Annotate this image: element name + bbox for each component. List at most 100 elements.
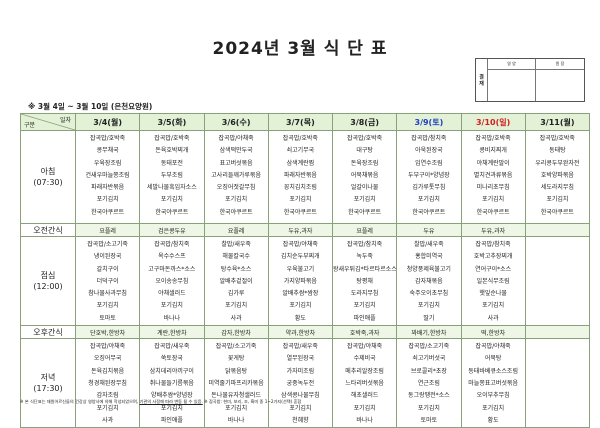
- menu-cell: 잡곡밥/호박죽 콩비지찌개 야채계란말이 멸치견과류볶음 미나리초무침 포기김치 한국야쿠르…: [460, 130, 526, 224]
- snack-cell: 계란,한방차: [139, 325, 205, 340]
- menu-item: 더덕구이: [96, 277, 119, 285]
- menu-item: 숙주오이초무침: [409, 290, 449, 298]
- menu-item: [526, 353, 589, 365]
- menu-item: 취나물들기름볶음: [149, 379, 194, 387]
- menu-cell: 잡곡밥/참치죽 아욱된장국 임연수조림 두부구이*양념장 김가루톳무침 포기김치 한국야쿠르…: [396, 130, 462, 224]
- menu-item: 햇잎순나물: [479, 290, 507, 298]
- menu-item: 잡곡밥/야채죽: [475, 343, 511, 351]
- menu-item: 멸치견과류볶음: [473, 171, 513, 179]
- menu-cell: 잡곡밥/참치죽 녹두죽 왕새우튀김*타르타르소스 탕평채 도라지무침 포기김치 파인애플: [331, 235, 398, 327]
- menu-item: 수제비국: [353, 355, 376, 363]
- approval-sign-1: [488, 70, 536, 101]
- menu-item: 잡곡밥/참치죽: [411, 135, 447, 142]
- menu-item: 잡곡밥/호박죽: [90, 135, 126, 142]
- menu-item: 사과: [230, 314, 242, 322]
- menu-item: 잡곡밥/참치죽: [475, 241, 511, 248]
- meal-row-meal: 저녁 (17:30) 잡곡밥/야채죽 오징어무국 돈육김치볶음 청경채된장무침 감자조림 포기…: [20, 338, 591, 428]
- menu-item: [526, 403, 589, 415]
- menu-item: 포기김치: [417, 302, 440, 310]
- menu-item: 양배추쌈*양념장: [151, 392, 193, 400]
- menu-cell: 잡곡밥/야채죽 어묵탕 동태바베큐소스조림 마늘쫑표고버섯볶음 오이부추무침 포기김치 황도: [460, 338, 526, 428]
- menu-cell: 찰밥/새우죽 홍합미역국 청양풍제육불고기 감자채볶음 숙주오이초무침 포기김치 딸기: [396, 235, 462, 327]
- menu-item: [526, 251, 589, 263]
- menu-item: 돈육장조림: [350, 159, 379, 167]
- menu-item: 포기김치: [289, 196, 312, 204]
- footer-note-1: ※ 본 식단표는 재원어르신들의 건강상 영양사에 의해 작성되었으며,: [20, 399, 140, 404]
- menu-item: 청양풍제육불고기: [406, 265, 451, 273]
- menu-item: 야채샐러드: [158, 290, 186, 298]
- menu-item: 오징어무국: [93, 355, 122, 363]
- meal-label: 아침 (07:30): [20, 130, 76, 224]
- menu-item: 잡곡밥/호박죽: [282, 135, 318, 142]
- menu-item: 어묵채볶음: [350, 171, 379, 179]
- menu-item: [526, 390, 589, 402]
- menu-item: 잡곡밥/소고기죽: [87, 241, 128, 248]
- day-header: 3/8(금): [331, 113, 398, 131]
- snack-cell: [524, 223, 591, 237]
- menu-item: 한국야쿠르트: [412, 208, 446, 216]
- menu-item: 딸기: [423, 314, 435, 322]
- day-header: 3/9(토): [396, 113, 462, 131]
- menu-item: 잡곡밥/야채죽: [218, 135, 254, 142]
- menu-cell: 잡곡밥/호박죽 대구탕 돈육장조림 어묵채볶음 얼갈이나물 포기김치 한국야쿠르트: [331, 130, 398, 224]
- menu-cell: 잡곡밥/호박죽 돈육호박찌개 동태포전 두부조림 세발나물흑임자소스 포기김치 한국야쿠르트: [139, 130, 205, 224]
- approval-col-2: 원 장: [536, 59, 584, 70]
- menu-item: 오이부추무침: [476, 392, 510, 400]
- menu-item: 아욱된장국: [415, 147, 443, 155]
- menu-item: 참나물사과무침: [88, 290, 127, 298]
- menu-item: 탕평채: [356, 277, 373, 285]
- menu-item: 잡곡밥/호박죽: [347, 135, 383, 142]
- snack-cell: 감자,한방차: [203, 325, 269, 340]
- meal-time: (12:00): [33, 282, 63, 292]
- menu-item: 닭볶음탕: [225, 367, 248, 375]
- menu-item: 표고버섯볶음: [219, 159, 253, 167]
- menu-item: 어묵탕: [484, 355, 502, 363]
- menu-item: 대구탕: [356, 147, 373, 155]
- menu-item: 잡곡밥/소고기죽: [408, 343, 450, 351]
- menu-item: 포기김치: [482, 196, 505, 204]
- menu-item: 가자미조림: [286, 367, 315, 375]
- menu-cell: 잡곡밥/소고기죽 꽃게탕 닭볶음탕 미역줄기파프리카볶음 돈나물유자청샐러드 포기김치 바나…: [203, 338, 269, 428]
- menu-item: 알배추겉절이: [219, 277, 253, 285]
- menu-item: 사과: [102, 416, 114, 424]
- menu-cell: 잡곡밥/야채죽 김치순두부찌개 우육불고기 가지양파볶음 알배추쌈*쌈장 포기김치 황도: [267, 235, 334, 327]
- menu-item: 알배추쌈*쌈장: [282, 290, 319, 298]
- menu-item: 메추리알장조림: [345, 367, 384, 375]
- menu-item: 파인애플: [160, 416, 183, 424]
- menu-item: [526, 300, 589, 312]
- menu-item: 얼갈이나물: [350, 184, 379, 192]
- menu-cell: 잡곡밥/호박죽 쇠고기무국 삼색계란찜 파래자반볶음 꽁치김치조림 포기김치 한국야쿠르트: [267, 130, 334, 224]
- menu-item: 미역줄기파프리카볶음: [208, 379, 264, 387]
- menu-cell: 찰밥/새우죽 해물칼국수 탕수육*소스 알배추겉절이 김가루 포기김치 사과: [203, 235, 269, 327]
- meal-label: 오후간식: [20, 325, 76, 340]
- menu-item: 포기김치: [225, 404, 248, 412]
- approval-sign-2: [536, 70, 584, 101]
- menu-item: 세도라지무침: [540, 184, 574, 192]
- menu-item: 김가루톳무침: [412, 184, 446, 192]
- footer-note-3: ※ 잡곡밥: 현미, 보리, 조, 흑미 중 1~2가지(선택) 혼합: [202, 399, 302, 404]
- menu-cell: 잡곡밥/참치죽 호박고추장찌개 연어구이*소스 일본식무조림 햇잎순나물 포기김치 사과: [460, 235, 526, 327]
- menu-item: 포기김치: [96, 196, 119, 204]
- menu-item: 파인애플: [353, 314, 376, 322]
- menu-item: 한국야쿠르트: [540, 208, 574, 216]
- menu-cell: 잡곡밥/소고기죽 쇠고기버섯국 브로콜리*초장 연근조림 동그랑땡전*소스 포기김치 토마토: [396, 338, 462, 428]
- menu-item: 삼색떡만두국: [219, 147, 253, 155]
- menu-item: 세발나물흑임자소스: [147, 184, 197, 192]
- snack-cell: 요플레: [74, 223, 141, 237]
- menu-item: 미나리초무침: [476, 184, 510, 192]
- menu-item: [526, 288, 589, 300]
- menu-item: 해초샐러드: [350, 392, 379, 400]
- approval-box: 결 재 영 양 원 장: [475, 58, 585, 102]
- meal-row-snack: 오전간식 요플레 검은콩두유 요플레 두유,과자 요플레 두유 두유,과자: [20, 223, 591, 237]
- menu-cell: 잡곡밥/새우죽 열무된장국 가자미조림 궁중녹두전 삼색콩나물무침 포기김치 천혜향: [267, 338, 334, 428]
- snack-cell: 호박죽,과자: [331, 325, 398, 340]
- menu-item: 토마토: [420, 416, 438, 424]
- menu-item: 포기김치: [417, 196, 440, 204]
- snack-cell: 두유,과자: [267, 223, 334, 237]
- menu-item: 한국야쿠르트: [283, 208, 317, 216]
- menu-item: 홍합미역국: [415, 253, 443, 261]
- meal-time: (07:30): [33, 178, 63, 187]
- menu-cell: 잡곡밥/참치죽 옥수수스프 고구마돈까스*소스 오이송송무침 야채샐러드 포기김치 바나나: [139, 235, 205, 327]
- menu-item: 포기김치: [353, 196, 376, 204]
- menu-item: 포기김치: [160, 404, 183, 412]
